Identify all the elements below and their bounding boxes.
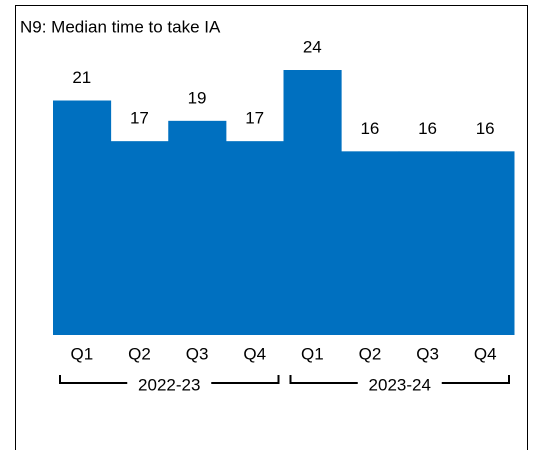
bar bbox=[341, 151, 400, 335]
bar bbox=[225, 141, 284, 335]
value-label: 24 bbox=[303, 37, 322, 56]
value-label: 16 bbox=[360, 119, 379, 138]
bar bbox=[53, 100, 112, 335]
value-label: 16 bbox=[418, 119, 437, 138]
group-label-bg bbox=[357, 373, 442, 393]
x-tick-label: Q3 bbox=[416, 344, 439, 363]
x-tick-label: Q1 bbox=[70, 344, 93, 363]
value-label: 16 bbox=[476, 119, 495, 138]
bar bbox=[283, 70, 342, 335]
bar bbox=[168, 120, 227, 335]
x-tick-label: Q4 bbox=[243, 344, 266, 363]
x-tick-label: Q2 bbox=[359, 344, 382, 363]
group-label-bg bbox=[127, 373, 212, 393]
value-label: 19 bbox=[188, 88, 207, 107]
group-label: 2023-24 bbox=[369, 375, 431, 394]
value-label: 17 bbox=[130, 109, 149, 128]
value-label: 21 bbox=[72, 68, 91, 87]
group-label: 2022-23 bbox=[138, 375, 200, 394]
x-tick-label: Q2 bbox=[128, 344, 151, 363]
bar bbox=[110, 141, 169, 335]
bar bbox=[456, 151, 515, 335]
chart-title: N9: Median time to take IA bbox=[20, 17, 221, 36]
x-tick-label: Q3 bbox=[186, 344, 209, 363]
x-tick-label: Q1 bbox=[301, 344, 324, 363]
value-label: 17 bbox=[245, 109, 264, 128]
bar bbox=[398, 151, 457, 335]
x-tick-label: Q4 bbox=[474, 344, 497, 363]
